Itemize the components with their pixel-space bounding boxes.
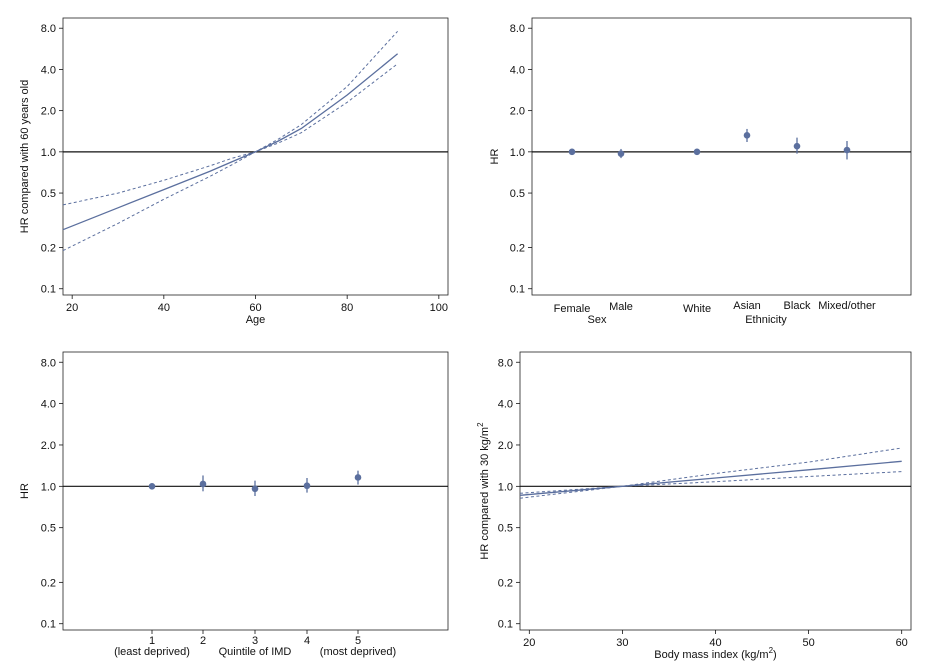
- y-tick-label: 2.0: [41, 106, 56, 118]
- y-tick-label: 2.0: [498, 440, 513, 452]
- hr-point: [303, 482, 311, 490]
- y-tick-label: 2.0: [510, 106, 525, 118]
- ci-line: [62, 30, 398, 206]
- x-tick-label: 40: [709, 637, 721, 649]
- x-tick-label: 60: [896, 637, 908, 649]
- y-tick-label: 0.2: [498, 577, 513, 589]
- x-tick-label: 80: [341, 302, 353, 314]
- x-axis-label-end: ): [773, 649, 777, 661]
- y-tick-label: 8.0: [510, 23, 525, 35]
- panel-bmi-chart: 0.1 0.2 0.5 1.0 2.0 4.0 8.0 HR compared with 30…: [476, 351, 912, 661]
- y-tick-label: 0.2: [41, 577, 56, 589]
- category-label: Female: [554, 303, 591, 315]
- category-label: Mixed/other: [818, 300, 876, 312]
- y-tick-label: 1.0: [41, 147, 56, 159]
- hr-point: [843, 146, 851, 154]
- y-tick-label: 1.0: [41, 481, 56, 493]
- y-tick-label: 0.1: [498, 619, 513, 631]
- x-tick-label: 30: [616, 637, 628, 649]
- panel-sex-ethnicity-chart: 0.1 0.2 0.5 1.0 2.0 4.0 8.0 HR Female Male White As…: [489, 17, 912, 326]
- y-tick-label: 2.0: [41, 440, 56, 452]
- x-tick-label: 50: [802, 637, 814, 649]
- y-tick-label: 0.2: [41, 243, 56, 255]
- y-tick-label: 8.0: [498, 357, 513, 369]
- y-axis-label: HR: [19, 483, 31, 499]
- y-tick-label: 4.0: [41, 399, 56, 411]
- y-axis-label-text: HR compared with 30 kg/m: [479, 427, 491, 560]
- y-axis-label: HR: [489, 149, 501, 165]
- y-axis-label-superscript: 2: [476, 422, 485, 427]
- y-tick-label: 0.2: [510, 243, 525, 255]
- hr-line: [62, 53, 399, 231]
- category-label: White: [683, 303, 711, 315]
- category-label: 3: [252, 635, 258, 647]
- hr-point: [617, 150, 625, 157]
- category-sublabel: (least deprived): [114, 646, 190, 658]
- y-tick-label: 0.5: [498, 523, 513, 535]
- category-label: Asian: [733, 300, 761, 312]
- y-tick-label: 4.0: [41, 64, 56, 76]
- hr-point: [693, 148, 701, 156]
- hr-point: [743, 132, 751, 139]
- x-tick-label: 20: [66, 302, 78, 314]
- x-tick-label: 100: [430, 302, 448, 314]
- hr-point: [568, 148, 576, 156]
- category-label: Male: [609, 301, 633, 313]
- y-axis-label-text: HR compared with 60 years old: [19, 80, 31, 233]
- y-tick-label: 8.0: [41, 357, 56, 369]
- hr-point: [251, 485, 259, 493]
- hr-point: [354, 474, 362, 481]
- panel-age-chart: 0.1 0.2 0.5 1.0 2.0 4.0 8.0 HR compared with 60…: [19, 17, 449, 326]
- y-tick-label: 1.0: [510, 147, 525, 159]
- y-axis-label-text: HR: [19, 483, 31, 499]
- plot-frame: [531, 17, 912, 296]
- ci-line: [519, 447, 902, 494]
- group-label: Ethnicity: [745, 314, 787, 326]
- x-tick-label: 40: [158, 302, 170, 314]
- x-axis-label-superscript: 2: [769, 646, 774, 655]
- x-axis-label: Quintile of IMD: [219, 646, 292, 658]
- x-tick-label: 60: [249, 302, 261, 314]
- category-label: 1: [149, 635, 155, 647]
- category-label: 2: [200, 635, 206, 647]
- hr-point: [148, 483, 156, 490]
- y-axis-label-text: HR: [489, 149, 501, 165]
- y-tick-label: 8.0: [41, 23, 56, 35]
- hr-line: [519, 460, 902, 496]
- y-tick-label: 0.1: [41, 284, 56, 296]
- ci-line: [62, 63, 398, 252]
- y-tick-label: 0.5: [510, 188, 525, 200]
- x-axis-label-text: Age: [246, 314, 266, 326]
- group-label: Sex: [588, 314, 607, 326]
- hr-point: [199, 480, 207, 488]
- y-tick-label: 0.5: [41, 523, 56, 535]
- plot-frame: [519, 351, 912, 631]
- x-axis-label-text: Body mass index (kg/m: [654, 649, 768, 661]
- category-label: 4: [304, 635, 310, 647]
- y-tick-label: 4.0: [510, 64, 525, 76]
- y-tick-label: 0.5: [41, 188, 56, 200]
- ci-line: [519, 471, 902, 499]
- panel-imd-chart: 0.1 0.2 0.5 1.0 2.0 4.0 8.0 HR 1(least deprived)…: [19, 351, 449, 658]
- y-tick-label: 0.1: [41, 619, 56, 631]
- y-tick-label: 1.0: [498, 481, 513, 493]
- x-axis-label: Age: [246, 314, 266, 326]
- category-label: Black: [784, 300, 811, 312]
- y-axis-label: HR compared with 60 years old: [19, 80, 31, 233]
- y-tick-label: 4.0: [498, 399, 513, 411]
- hr-point: [793, 142, 801, 150]
- y-axis-label: HR compared with 30 kg/m2: [476, 422, 491, 560]
- plot-frame: [62, 351, 449, 631]
- x-tick-label: 20: [523, 637, 535, 649]
- category-sublabel: (most deprived): [320, 646, 396, 658]
- category-label: 5: [355, 635, 361, 647]
- x-axis-label: Body mass index (kg/m2): [654, 646, 776, 661]
- y-tick-label: 0.1: [510, 284, 525, 296]
